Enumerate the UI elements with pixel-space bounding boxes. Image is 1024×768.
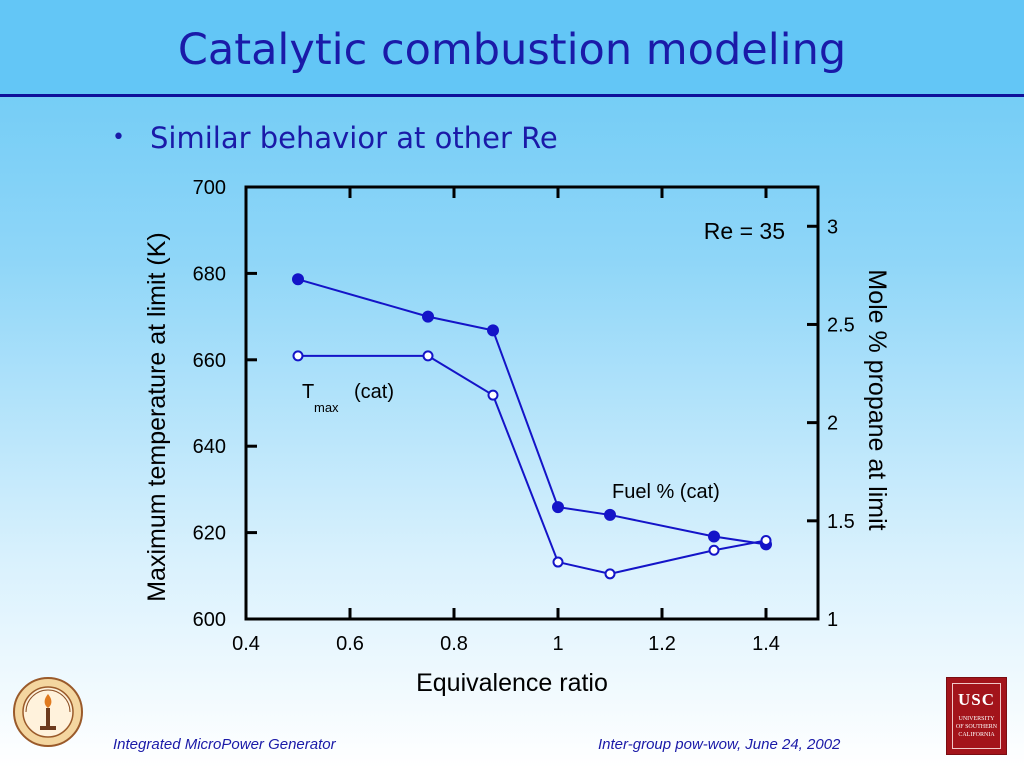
y-tick-label: 660 <box>193 350 226 372</box>
tmax-data-point <box>487 389 499 401</box>
tmax-label-subscript: max <box>314 400 339 415</box>
tmax-label-main: T <box>302 381 314 403</box>
footer-right: Inter-group pow-wow, June 24, 2002 <box>598 736 841 753</box>
x-tick-label: 1 <box>552 633 563 655</box>
y2-tick-label: 1 <box>827 609 838 631</box>
tmax-data-point <box>552 556 564 568</box>
caltech-seal-logo <box>13 677 83 747</box>
fuel-data-point <box>604 508 616 521</box>
tmax-data-point <box>422 350 434 362</box>
tmax-data-point <box>708 544 720 556</box>
fuel-data-point <box>552 501 564 514</box>
footer-left: Integrated MicroPower Generator <box>113 736 336 753</box>
tmax-label-suffix: (cat) <box>354 381 394 403</box>
usc-logo-frame: USC UNIVERSITY OF SOUTHERN CALIFORNIA <box>952 683 1001 749</box>
title-bar <box>0 0 1024 97</box>
usc-subtext-line-1: UNIVERSITY <box>958 716 995 722</box>
fuel-series-line <box>297 278 767 546</box>
y2-tick-label: 3 <box>827 216 838 238</box>
usc-logo-text: USC <box>957 690 995 709</box>
x-tick-label: 0.6 <box>336 633 364 655</box>
fuel-label: Fuel % (cat) <box>612 481 720 503</box>
bullet-text: Similar behavior at other Re <box>150 121 558 155</box>
re-annotation: Re = 35 <box>704 218 785 244</box>
slide-title: Catalytic combustion modeling <box>177 25 847 75</box>
bullet-dot: • <box>112 125 125 150</box>
y-tick-label: 700 <box>193 177 226 199</box>
usc-subtext-line-3: CALIFORNIA <box>958 732 995 738</box>
y-tick-label: 680 <box>193 263 226 285</box>
plot-frame <box>244 185 820 621</box>
usc-logo-subtext: UNIVERSITY OF SOUTHERN CALIFORNIA <box>953 715 1000 739</box>
bullet-item: • Similar behavior at other Re <box>112 118 558 158</box>
fuel-data-point <box>487 324 499 337</box>
y2-tick-label: 2 <box>827 413 838 435</box>
y2-tick-label: 2.5 <box>827 314 855 336</box>
fuel-data-point <box>422 310 434 323</box>
y-tick-label: 620 <box>193 523 226 545</box>
x-tick-label: 1.2 <box>648 633 676 655</box>
usc-subtext-line-2: OF SOUTHERN <box>955 724 998 730</box>
y-tick-label: 640 <box>193 436 226 458</box>
x-tick-label: 0.8 <box>440 633 468 655</box>
tmax-data-point <box>292 350 304 362</box>
x-tick-label: 1.4 <box>752 633 780 655</box>
y2-tick-label: 1.5 <box>827 511 855 533</box>
usc-logo: USC UNIVERSITY OF SOUTHERN CALIFORNIA <box>946 677 1007 755</box>
x-axis-label: Equivalence ratio <box>416 669 608 697</box>
tmax-data-point <box>760 534 772 546</box>
tmax-data-point <box>604 568 616 580</box>
x-tick-label: 0.4 <box>232 633 260 655</box>
y-axis-label: Maximum temperature at limit (K) <box>143 232 171 602</box>
fuel-data-point <box>292 273 304 286</box>
y-tick-label: 600 <box>193 609 226 631</box>
y2-axis-label: Mole % propane at limit <box>863 269 891 530</box>
fuel-data-point <box>708 530 720 543</box>
